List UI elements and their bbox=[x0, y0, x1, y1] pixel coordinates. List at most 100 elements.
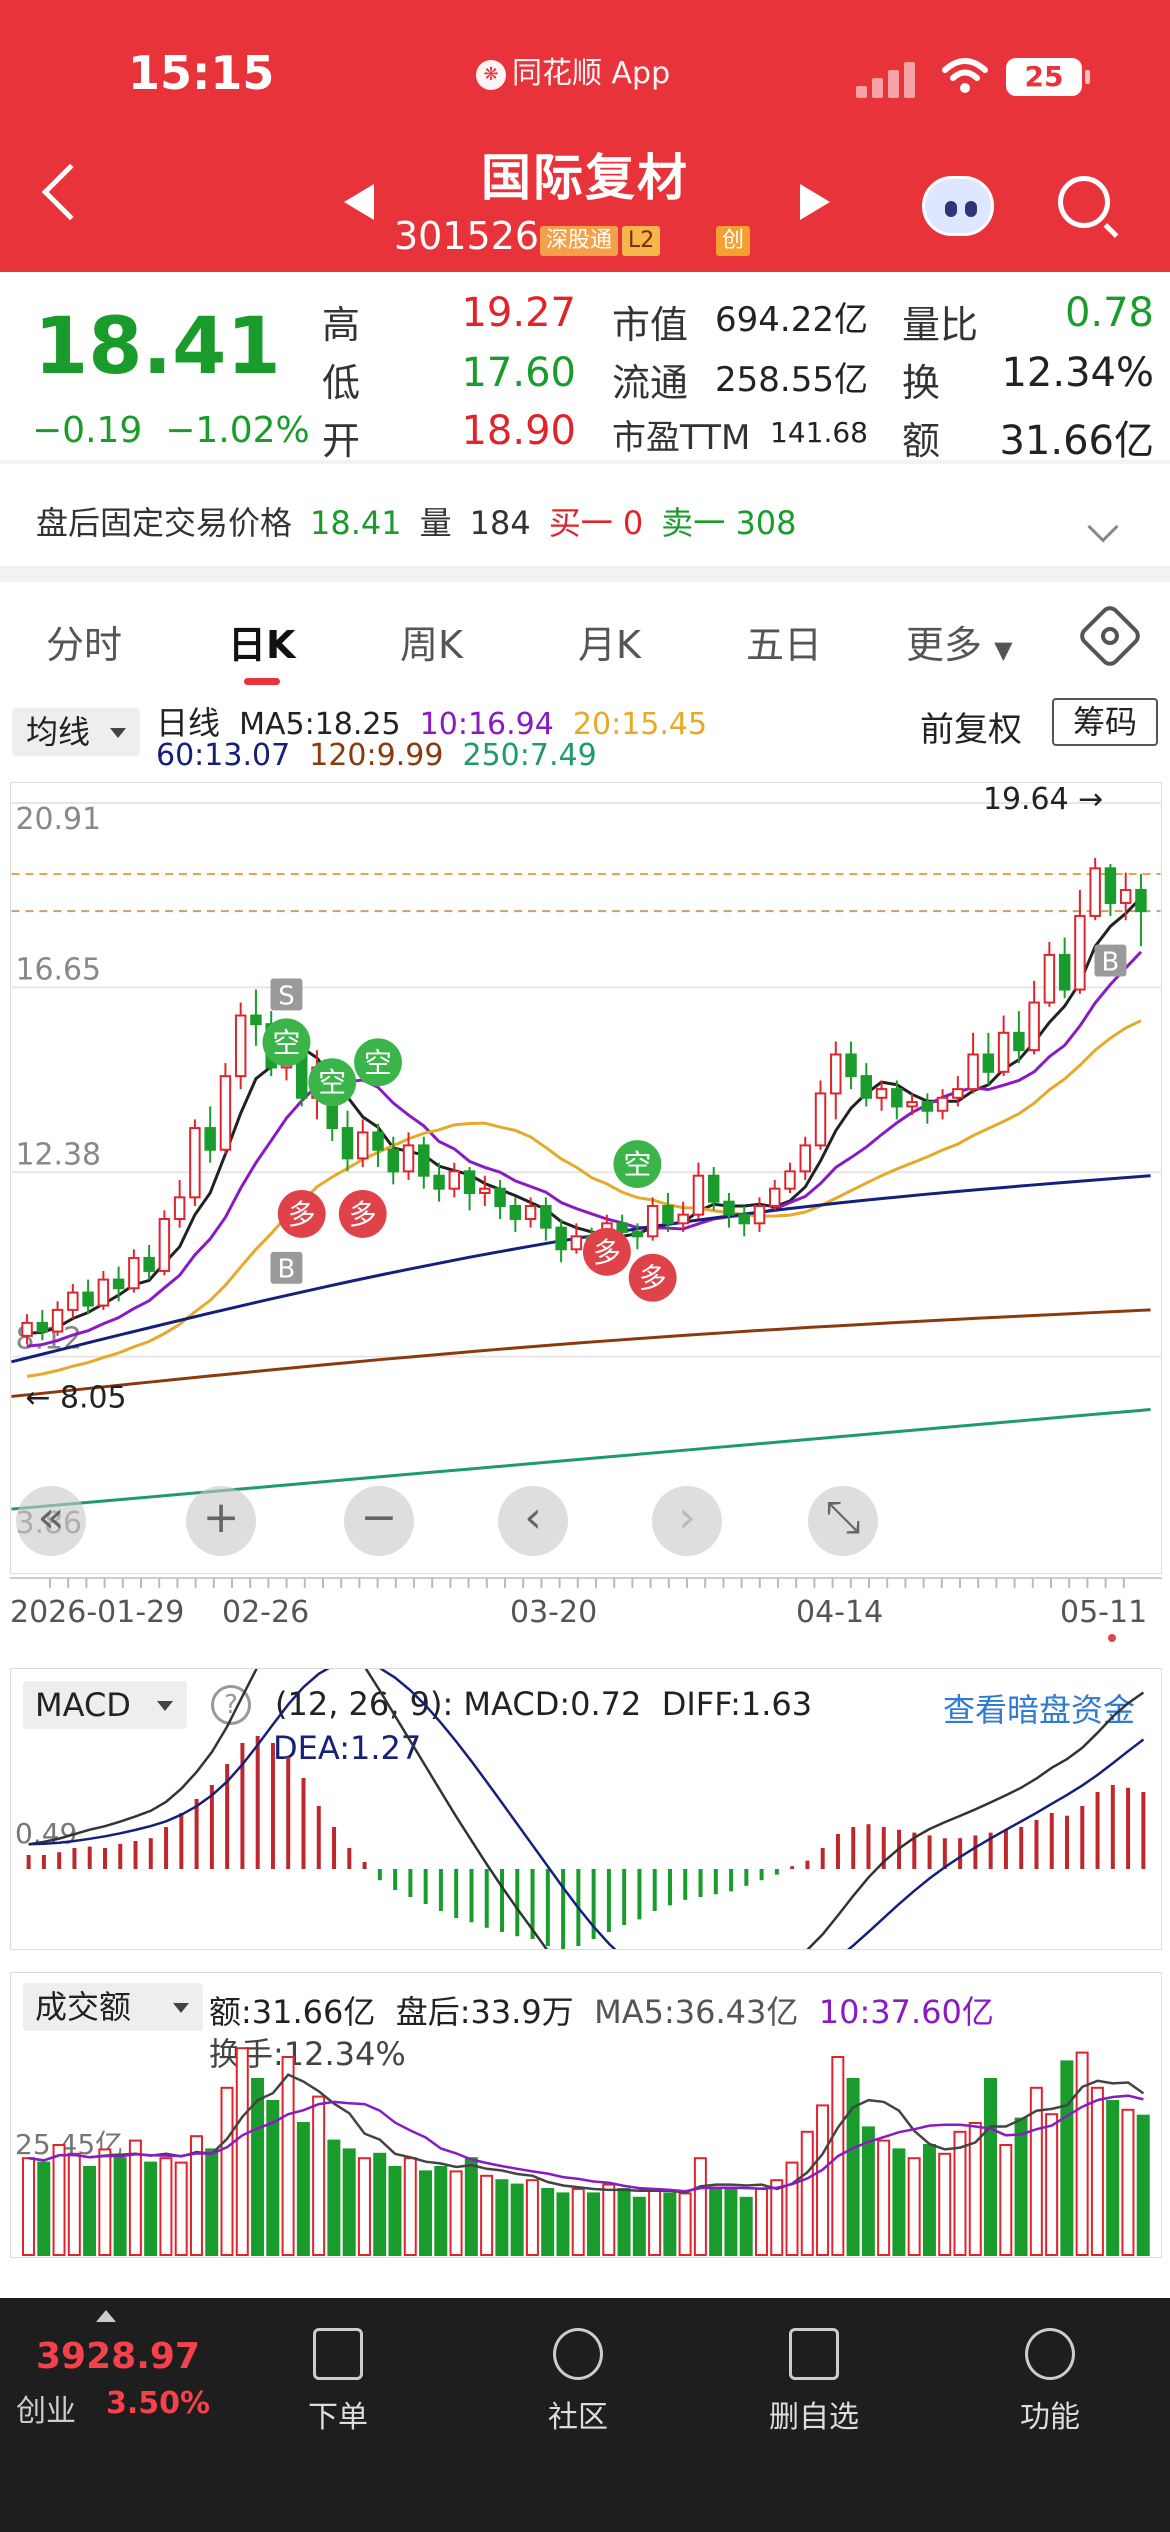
tab-monthly-k[interactable]: 月K bbox=[578, 623, 641, 667]
amount-ma10: 10:37.60亿 bbox=[818, 1993, 994, 2031]
index-value[interactable]: 3928.97 bbox=[36, 2336, 200, 2377]
tab-five-day[interactable]: 五日 bbox=[746, 623, 823, 667]
zoom-reset-button[interactable]: « bbox=[16, 1486, 86, 1556]
nav-community-label: 社区 bbox=[548, 2400, 608, 2435]
bid-one: 买一 0 bbox=[548, 504, 644, 542]
nav-order[interactable]: 下单 bbox=[258, 2328, 418, 2436]
candle-body bbox=[479, 1187, 491, 1195]
macd-selector-label: MACD bbox=[35, 1686, 131, 1724]
amount-bar bbox=[739, 2196, 753, 2257]
diff-value: DIFF:1.63 bbox=[661, 1685, 813, 1723]
amount-bar bbox=[113, 2157, 127, 2256]
buy-signal-marker-text: B bbox=[1102, 948, 1120, 978]
amount-bar bbox=[953, 2130, 967, 2256]
scroll-right-button[interactable]: › bbox=[652, 1486, 722, 1556]
wifi-icon bbox=[942, 58, 988, 93]
candle-body bbox=[173, 1196, 186, 1220]
candle-body bbox=[1089, 867, 1101, 917]
assistant-robot-icon[interactable] bbox=[922, 176, 994, 236]
zoom-in-button[interactable]: + bbox=[186, 1486, 256, 1556]
candle-body bbox=[36, 1321, 49, 1333]
order-icon bbox=[313, 2328, 363, 2380]
ma-selector[interactable]: 均线 bbox=[12, 708, 140, 756]
after-hours-amount: 盘后:33.9万 bbox=[395, 1993, 574, 2031]
after-hours-volume: 184 bbox=[469, 504, 531, 542]
amount-bar bbox=[312, 2095, 326, 2256]
index-name: 创业 bbox=[16, 2394, 76, 2429]
float-label: 流通 bbox=[612, 361, 689, 405]
nav-functions[interactable]: 功能 bbox=[970, 2328, 1130, 2436]
nav-remove-watchlist[interactable]: 删自选 bbox=[734, 2328, 894, 2436]
amount-bar bbox=[556, 2192, 570, 2256]
menu-icon bbox=[1025, 2328, 1075, 2380]
amount-values: 额:31.66亿 盘后:33.9万 MA5:36.43亿 10:37.60亿 bbox=[209, 1987, 994, 2033]
chip-distribution-button[interactable]: 筹码 bbox=[1052, 698, 1158, 746]
candle-body bbox=[357, 1131, 369, 1160]
candle-body bbox=[921, 1101, 934, 1112]
float-value: 258.55亿 bbox=[715, 360, 868, 400]
nav-community[interactable]: 社区 bbox=[498, 2328, 658, 2436]
zoom-out-button[interactable]: − bbox=[344, 1486, 414, 1556]
amount-bar bbox=[678, 2192, 692, 2256]
kline-chart[interactable]: 20.9116.6512.388.123.86SBB空空空空多多多多19.64 … bbox=[10, 782, 1162, 1574]
amount-bar bbox=[892, 2148, 906, 2256]
prev-stock-button[interactable] bbox=[344, 184, 374, 220]
short-signal-marker bbox=[262, 1018, 311, 1067]
amount-bar bbox=[281, 2056, 295, 2256]
expand-up-icon[interactable] bbox=[96, 2310, 116, 2322]
after-hours-row[interactable]: 盘后固定交易价格 18.41 量 184 买一 0 卖一 308 bbox=[36, 498, 815, 544]
candle-body bbox=[97, 1278, 110, 1307]
long-signal-marker-text: 多 bbox=[639, 1262, 667, 1295]
candle-body bbox=[875, 1088, 888, 1099]
buy-signal-marker-text: B bbox=[278, 1255, 296, 1285]
candle-body bbox=[784, 1170, 796, 1190]
macd-selector[interactable]: MACD bbox=[23, 1681, 187, 1729]
fullscreen-button[interactable]: ⤡ bbox=[808, 1486, 878, 1556]
amount-bar bbox=[1029, 2086, 1043, 2256]
mcap-label: 市值 bbox=[612, 303, 689, 347]
macd-chart bbox=[26, 1669, 1146, 1949]
dark-pool-link[interactable]: 查看暗盘资金 bbox=[943, 1691, 1136, 1729]
amount-bar bbox=[159, 2157, 173, 2256]
y-tick-label: 12.38 bbox=[15, 1137, 101, 1172]
amount-bar bbox=[388, 2166, 402, 2256]
scroll-left-button[interactable]: ‹ bbox=[498, 1486, 568, 1556]
tab-weekly-k[interactable]: 周K bbox=[400, 623, 463, 667]
amount-bar bbox=[632, 2196, 646, 2257]
chevron-down-icon[interactable] bbox=[1087, 511, 1119, 543]
pe-value: 141.68 bbox=[770, 416, 868, 449]
amount-bar bbox=[251, 2078, 265, 2256]
amount-bar bbox=[800, 2130, 814, 2256]
divider bbox=[0, 460, 1170, 464]
nav-remove-watchlist-label: 删自选 bbox=[769, 2400, 859, 2435]
amount-bar bbox=[174, 2161, 188, 2257]
candle-body bbox=[1074, 914, 1086, 991]
candle-body bbox=[692, 1174, 705, 1216]
ma10-legend: 10:16.94 bbox=[419, 707, 554, 742]
sell-signal-marker bbox=[270, 978, 303, 1011]
x-tick-label: 02-26 bbox=[222, 1595, 309, 1630]
amount-bar bbox=[480, 2174, 494, 2256]
amount-selector[interactable]: 成交额 bbox=[23, 1983, 203, 2031]
short-signal-marker-text: 空 bbox=[364, 1046, 392, 1079]
tab-more[interactable]: 更多 ▼ bbox=[906, 614, 1013, 669]
search-icon[interactable] bbox=[1058, 176, 1110, 228]
candle-body bbox=[769, 1187, 781, 1207]
candle-body bbox=[143, 1256, 155, 1272]
candle-body bbox=[158, 1217, 171, 1272]
candle-body bbox=[204, 1127, 216, 1151]
y-tick-label: 20.91 bbox=[15, 802, 101, 837]
active-tab-indicator bbox=[244, 678, 280, 685]
tab-daily-k[interactable]: 日K bbox=[228, 623, 296, 667]
tab-intraday[interactable]: 分时 bbox=[46, 623, 123, 667]
amount-bar bbox=[373, 2152, 387, 2256]
settings-hex-icon[interactable] bbox=[1076, 602, 1144, 670]
amount-bar bbox=[693, 2157, 707, 2256]
adjust-mode[interactable]: 前复权 bbox=[920, 710, 1022, 750]
ma120-legend: 120:9.99 bbox=[309, 738, 444, 773]
candle-body bbox=[540, 1205, 552, 1229]
candle-body bbox=[509, 1205, 522, 1220]
period-label: 日线 bbox=[156, 704, 221, 742]
next-stock-button[interactable] bbox=[800, 184, 830, 220]
candle-body bbox=[112, 1278, 125, 1290]
